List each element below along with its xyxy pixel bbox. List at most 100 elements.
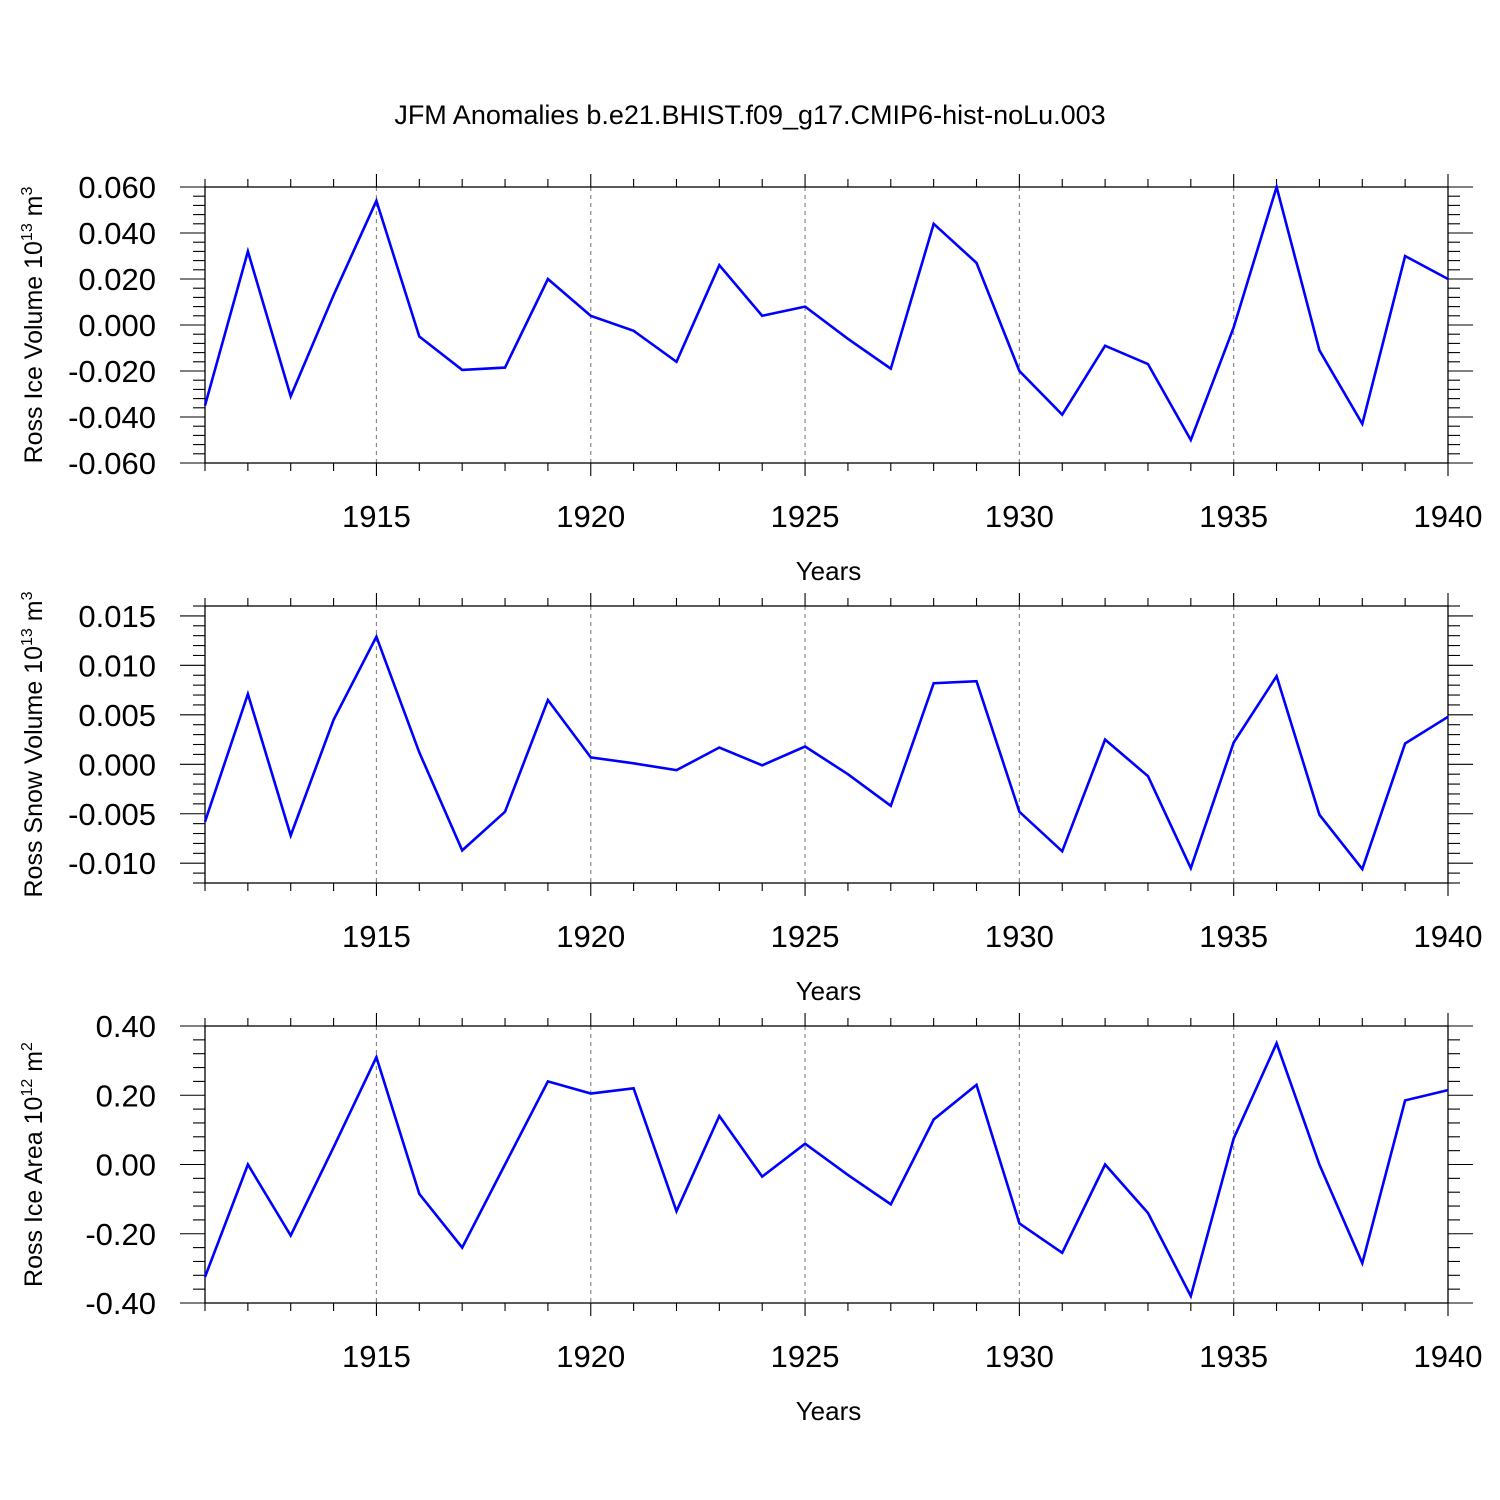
y-axis-title: Ross Ice Area 1012 m2 bbox=[19, 1042, 48, 1287]
data-point bbox=[632, 1087, 634, 1089]
x-axis-title: Years bbox=[796, 556, 862, 586]
data-point bbox=[1404, 255, 1406, 257]
y-tick-label: 0.00 bbox=[96, 1148, 156, 1183]
x-tick-label: 1930 bbox=[985, 499, 1054, 534]
data-point bbox=[247, 250, 249, 252]
x-tick-label: 1940 bbox=[1414, 499, 1483, 534]
data-point bbox=[204, 404, 206, 406]
y-tick-label: 0.040 bbox=[78, 216, 156, 251]
data-point bbox=[1275, 1042, 1277, 1044]
data-point bbox=[932, 682, 934, 684]
x-tick-label: 1920 bbox=[556, 919, 625, 954]
data-point bbox=[204, 820, 206, 822]
data-point bbox=[1232, 326, 1234, 328]
data-point bbox=[890, 368, 892, 370]
data-point bbox=[847, 773, 849, 775]
data-point bbox=[718, 746, 720, 748]
data-point bbox=[1147, 1212, 1149, 1214]
data-point bbox=[804, 1143, 806, 1145]
data-point bbox=[590, 756, 592, 758]
x-tick-label: 1915 bbox=[342, 499, 411, 534]
data-point bbox=[975, 680, 977, 682]
plot-frame bbox=[204, 186, 1449, 464]
data-point bbox=[1190, 439, 1192, 441]
data-point bbox=[675, 769, 677, 771]
data-point bbox=[290, 1234, 292, 1236]
data-point bbox=[547, 699, 549, 701]
data-point bbox=[590, 1092, 592, 1094]
data-point bbox=[1061, 414, 1063, 416]
data-point bbox=[504, 366, 506, 368]
data-point bbox=[804, 305, 806, 307]
y-tick-label: 0.060 bbox=[78, 170, 156, 205]
x-tick-label: 1915 bbox=[342, 1339, 411, 1374]
y-tick-label: -0.020 bbox=[68, 354, 156, 389]
data-point bbox=[461, 369, 463, 371]
data-point bbox=[504, 811, 506, 813]
data-point bbox=[204, 1276, 206, 1278]
x-tick-label: 1930 bbox=[985, 1339, 1054, 1374]
panel-ross-ice-volume: 1915 1920 1925 1930 1935 1940 Years 0.060 0.040 0… bbox=[19, 170, 1482, 586]
data-point bbox=[290, 834, 292, 836]
panel-ross-ice-area: 1915 1920 1925 1930 1935 1940 Years 0.40 0.20 0.0… bbox=[19, 1009, 1482, 1426]
plot-frame bbox=[204, 605, 1449, 884]
data-point bbox=[718, 1115, 720, 1117]
data-point bbox=[418, 335, 420, 337]
data-point bbox=[1061, 1252, 1063, 1254]
data-point bbox=[1447, 716, 1449, 718]
data-point bbox=[890, 805, 892, 807]
data-point bbox=[975, 1084, 977, 1086]
y-tick-label: 0.000 bbox=[78, 747, 156, 782]
data-point bbox=[1361, 868, 1363, 870]
y-tick-label: 0.015 bbox=[78, 599, 156, 634]
data-point bbox=[932, 1118, 934, 1120]
y-tick-label: -0.040 bbox=[68, 400, 156, 435]
data-point bbox=[847, 1174, 849, 1176]
data-point bbox=[504, 1163, 506, 1165]
data-point bbox=[375, 200, 377, 202]
data-point bbox=[1104, 738, 1106, 740]
data-point bbox=[761, 764, 763, 766]
x-tick-label: 1935 bbox=[1199, 499, 1268, 534]
data-point bbox=[1318, 349, 1320, 351]
data-point bbox=[1404, 1099, 1406, 1101]
data-point bbox=[932, 223, 934, 225]
series-line bbox=[203, 633, 1449, 872]
panel-ross-snow-volume: 1915 1920 1925 1930 1935 1940 Years 0.015 0.010 0… bbox=[19, 591, 1482, 1006]
y-tick-label: -0.060 bbox=[68, 446, 156, 481]
data-point bbox=[1190, 867, 1192, 869]
data-point bbox=[761, 1175, 763, 1177]
x-tick-label: 1925 bbox=[771, 499, 840, 534]
y-tick-label: 0.010 bbox=[78, 648, 156, 683]
data-point bbox=[247, 1163, 249, 1165]
data-point bbox=[1275, 186, 1277, 188]
data-point bbox=[1275, 675, 1277, 677]
data-point bbox=[590, 315, 592, 317]
data-point bbox=[1447, 1089, 1449, 1091]
y-tick-label: -0.20 bbox=[85, 1217, 156, 1252]
data-point bbox=[547, 278, 549, 280]
data-point bbox=[804, 745, 806, 747]
data-point bbox=[418, 1193, 420, 1195]
y-tick-label: -0.010 bbox=[68, 846, 156, 881]
data-point bbox=[675, 361, 677, 363]
y-axis-title: Ross Snow Volume 1013 m3 bbox=[19, 591, 48, 897]
data-point bbox=[1147, 363, 1149, 365]
plot-frame bbox=[204, 1025, 1449, 1304]
chart-title: JFM Anomalies b.e21.BHIST.f09_g17.CMIP6-… bbox=[394, 100, 1105, 130]
y-tick-label: -0.005 bbox=[68, 797, 156, 832]
x-tick-label: 1925 bbox=[771, 1339, 840, 1374]
x-tick-label: 1940 bbox=[1414, 1339, 1483, 1374]
data-point bbox=[632, 762, 634, 764]
data-point bbox=[332, 719, 334, 721]
data-point bbox=[1318, 814, 1320, 816]
x-tick-label: 1920 bbox=[556, 499, 625, 534]
data-point bbox=[975, 262, 977, 264]
data-point bbox=[1232, 1137, 1234, 1139]
data-point bbox=[1190, 1295, 1192, 1297]
data-point bbox=[1232, 741, 1234, 743]
y-tick-label: -0.40 bbox=[85, 1286, 156, 1321]
x-tick-label: 1935 bbox=[1199, 919, 1268, 954]
data-point bbox=[847, 338, 849, 340]
